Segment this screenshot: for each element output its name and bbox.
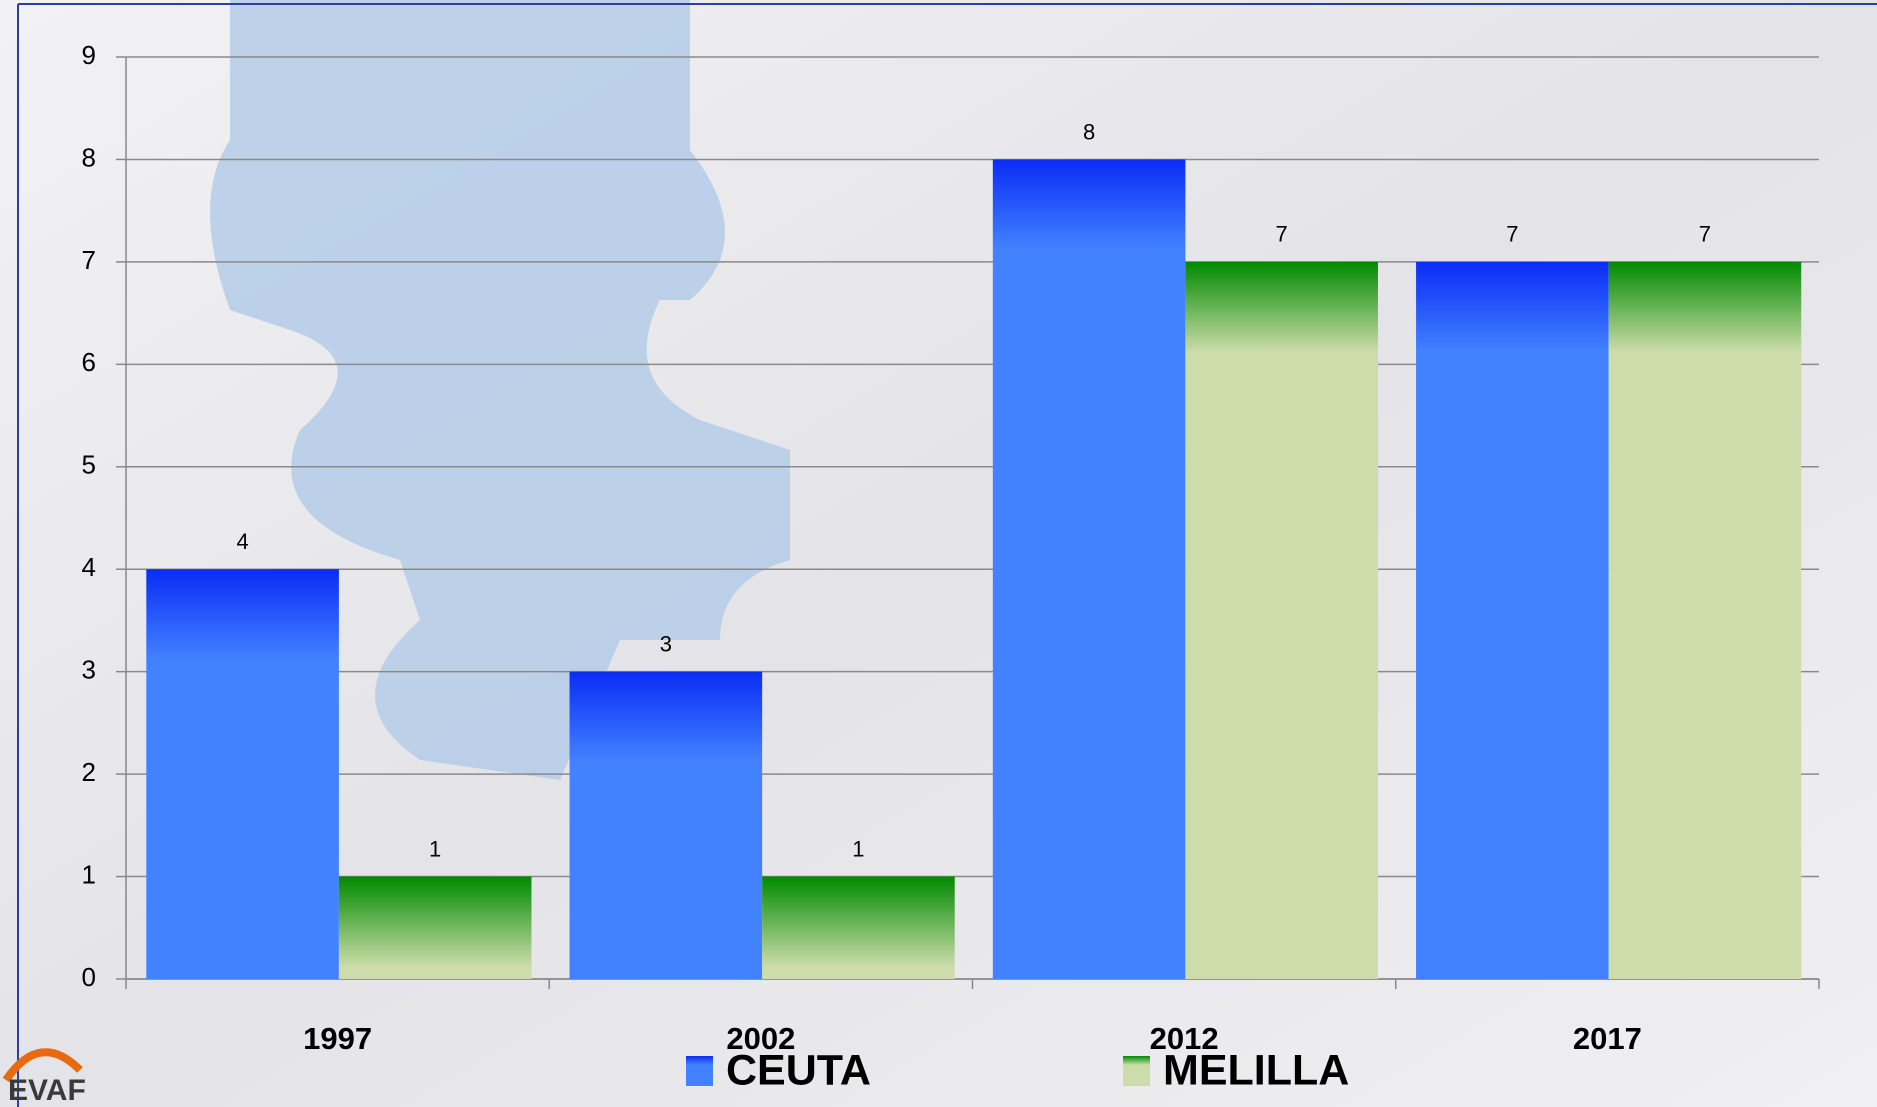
y-tick-label: 6: [82, 347, 96, 377]
value-label: 3: [660, 631, 672, 656]
legend-label: CEUTA: [726, 1046, 871, 1094]
y-tick-label: 3: [82, 655, 96, 685]
x-tick-label: 2002: [726, 1021, 795, 1056]
bar: [1416, 261, 1609, 979]
value-label: 1: [429, 836, 441, 861]
legend-swatch: [686, 1056, 713, 1086]
bar: [569, 671, 763, 979]
x-tick-label: 2012: [1150, 1021, 1219, 1056]
puzzle-piece: [210, 0, 790, 780]
bar: [338, 876, 532, 979]
value-label: 7: [1699, 222, 1711, 247]
x-tick-label: 2017: [1573, 1021, 1642, 1056]
bar: [762, 876, 955, 979]
value-label: 1: [852, 836, 864, 861]
logo-arc: [2, 1048, 83, 1083]
y-tick-label: 0: [82, 962, 96, 992]
bar: [1608, 261, 1802, 979]
value-label: 7: [1276, 222, 1288, 247]
bar: [146, 569, 339, 979]
bar: [992, 159, 1186, 979]
y-tick-label: 5: [82, 450, 96, 480]
y-tick-label: 7: [82, 245, 96, 275]
y-tick-label: 8: [82, 142, 96, 172]
y-tick-label: 2: [82, 757, 96, 787]
value-label: 8: [1083, 119, 1095, 144]
legend-swatch: [1123, 1056, 1150, 1086]
legend-label: MELILLA: [1163, 1046, 1349, 1094]
bar: [1185, 261, 1378, 979]
value-label: 7: [1506, 222, 1518, 247]
logo-text: EVAF: [8, 1074, 86, 1107]
value-label: 4: [236, 529, 248, 554]
logo: EVAF: [2, 1048, 86, 1107]
y-tick-label: 4: [82, 552, 96, 582]
y-tick-label: 9: [82, 40, 96, 70]
x-tick-label: 1997: [303, 1021, 372, 1056]
y-tick-label: 1: [82, 859, 96, 889]
